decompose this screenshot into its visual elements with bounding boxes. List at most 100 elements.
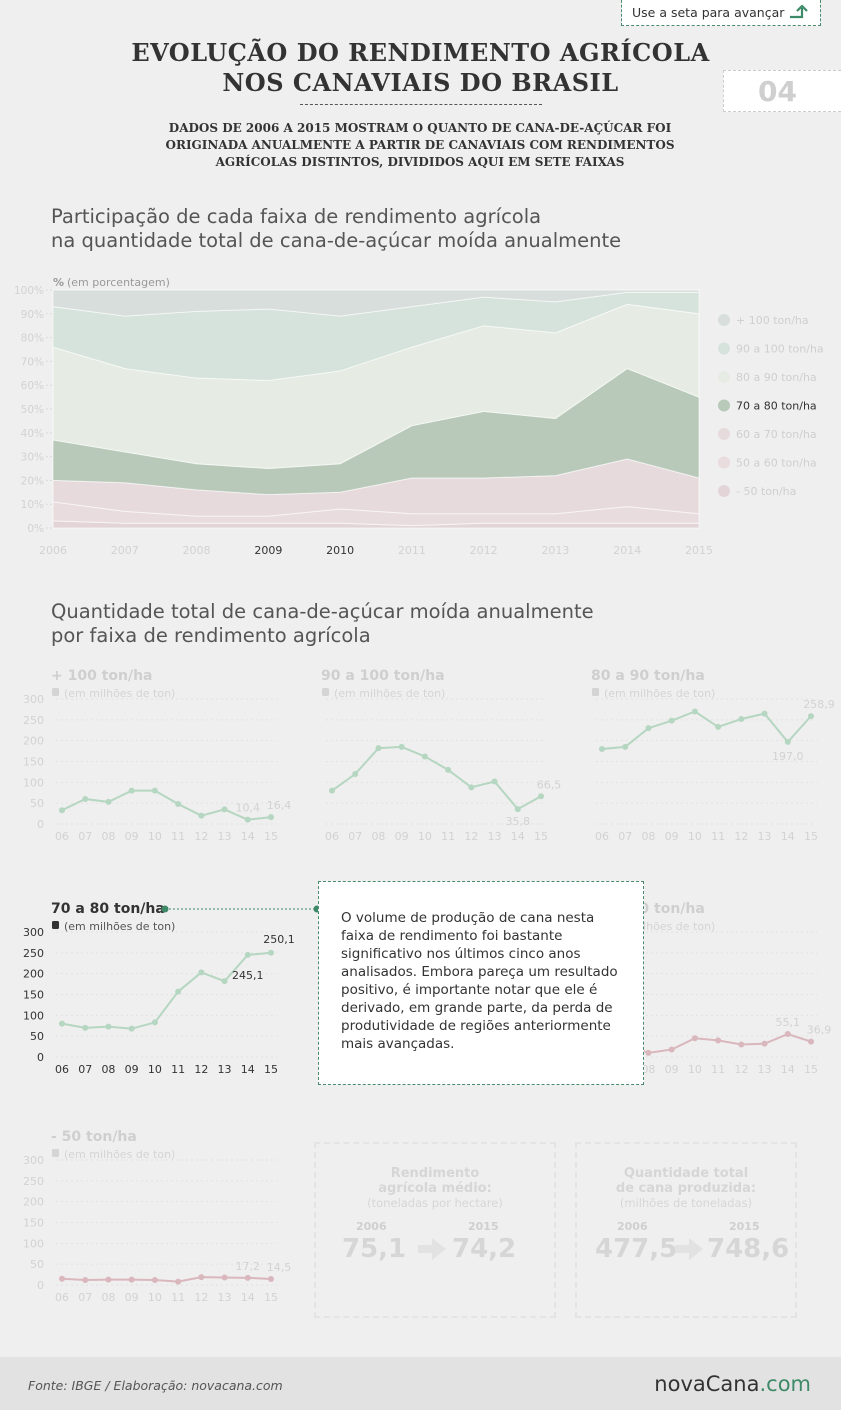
x-tick-label: 13 bbox=[218, 1063, 232, 1076]
total-value-b: 748,6 bbox=[707, 1234, 790, 1264]
data-point bbox=[445, 766, 452, 773]
data-point bbox=[82, 796, 89, 802]
nav-hint-label: Use a seta para avançar bbox=[632, 5, 785, 20]
data-line bbox=[601, 710, 812, 750]
legend-swatch bbox=[718, 399, 730, 412]
data-point bbox=[645, 1049, 652, 1056]
legend-label: 70 a 80 ton/ha bbox=[736, 400, 817, 413]
y-axis-label: (em porcentagem) bbox=[67, 276, 170, 289]
x-tick-label: 11 bbox=[711, 1063, 725, 1076]
yield-year-b: 2015 bbox=[468, 1220, 499, 1233]
source-credit: Fonte: IBGE / Elaboração: novacana.com bbox=[28, 1378, 283, 1393]
data-point bbox=[352, 771, 359, 777]
chart-title: 70 a 80 ton/ha bbox=[51, 901, 165, 917]
data-point bbox=[715, 723, 722, 730]
y-tick-label: 70% bbox=[21, 356, 44, 368]
data-point bbox=[244, 951, 251, 958]
x-tick-label: 13 bbox=[218, 830, 232, 843]
x-tick-label: 07 bbox=[78, 830, 92, 843]
x-tick-label: 06 bbox=[55, 1291, 69, 1304]
data-point bbox=[175, 801, 182, 807]
logo-main: novaCana bbox=[654, 1372, 760, 1396]
x-tick-label: 07 bbox=[78, 1063, 92, 1076]
data-point bbox=[151, 1277, 158, 1283]
line-chart-6: - 50 ton/ha (em milhões de ton) 0 50 100 150 2… bbox=[23, 1129, 291, 1304]
x-tick-label: 07 bbox=[78, 1291, 92, 1304]
page-title: EVOLUÇÃO DO RENDIMENTO AGRÍCOLA NOS CANA… bbox=[0, 38, 841, 98]
x-tick-label: 2013 bbox=[541, 544, 569, 557]
y-tick-label: 80% bbox=[21, 333, 44, 345]
weight-icon bbox=[52, 688, 59, 696]
y-tick-label: 0 bbox=[37, 818, 44, 831]
data-label: 197,0 bbox=[772, 750, 804, 763]
x-tick-label: 12 bbox=[194, 1291, 208, 1304]
data-label: 245,1 bbox=[232, 969, 264, 982]
novacana-logo[interactable]: novaCana.com bbox=[654, 1372, 811, 1396]
x-tick-label: 07 bbox=[348, 830, 362, 843]
x-tick-label: 10 bbox=[148, 1291, 162, 1304]
data-point bbox=[105, 1023, 112, 1030]
y-tick-label: 50 bbox=[30, 1258, 44, 1271]
data-label: 258,9 bbox=[803, 698, 835, 711]
x-tick-label: 08 bbox=[641, 830, 655, 843]
data-point bbox=[715, 1037, 722, 1044]
data-point bbox=[105, 798, 112, 805]
weight-icon bbox=[322, 688, 329, 696]
area-chart: % (em porcentagem) 0% 10% 20% 30% 40% 50% 60% 70%… bbox=[14, 276, 824, 557]
data-line bbox=[61, 789, 272, 821]
annotation-text: O volume de produção de cana nesta faixa… bbox=[341, 910, 618, 1052]
x-tick-label: 2011 bbox=[398, 544, 426, 557]
arrow-up-right-icon bbox=[790, 5, 808, 19]
nav-hint[interactable]: Use a seta para avançar bbox=[621, 0, 821, 26]
yield-value-b: 74,2 bbox=[452, 1234, 517, 1264]
x-tick-label: 10 bbox=[418, 830, 432, 843]
y-tick-label: 100 bbox=[23, 1237, 44, 1250]
data-point bbox=[221, 1274, 228, 1281]
x-tick-label: 10 bbox=[148, 830, 162, 843]
x-tick-label: 11 bbox=[711, 830, 725, 843]
data-point bbox=[691, 1035, 698, 1042]
data-point bbox=[808, 713, 814, 720]
x-tick-label: 09 bbox=[125, 1291, 139, 1304]
data-line bbox=[61, 1276, 272, 1283]
data-label: 16,4 bbox=[267, 799, 292, 812]
x-tick-label: 11 bbox=[171, 1291, 185, 1304]
legend-label: 50 a 60 ton/ha bbox=[736, 457, 817, 470]
legend-label: 80 a 90 ton/ha bbox=[736, 371, 817, 384]
legend-swatch bbox=[718, 485, 730, 497]
data-point bbox=[82, 1277, 89, 1283]
data-point bbox=[329, 787, 335, 794]
y-axis-label: (em milhões de ton) bbox=[334, 687, 445, 700]
yield-subtitle: (toneladas por hectare) bbox=[367, 1196, 503, 1210]
data-label: 250,1 bbox=[263, 933, 295, 946]
data-point bbox=[59, 807, 65, 814]
chart-title: 80 a 90 ton/ha bbox=[591, 668, 705, 684]
x-tick-label: 2014 bbox=[613, 544, 641, 557]
y-tick-label: 90% bbox=[21, 309, 44, 321]
y-tick-label: 300 bbox=[23, 1154, 44, 1167]
x-tick-label: 08 bbox=[371, 830, 385, 843]
y-tick-label: 0% bbox=[27, 523, 44, 535]
weight-icon bbox=[52, 921, 59, 929]
data-label: 35,8 bbox=[506, 815, 531, 828]
data-point bbox=[599, 746, 605, 752]
legend-swatch bbox=[718, 456, 730, 469]
chart-title: + 100 ton/ha bbox=[51, 668, 153, 684]
yield-year-a: 2006 bbox=[356, 1220, 387, 1233]
data-point bbox=[128, 1025, 135, 1032]
yield-title-line-2: agrícola médio: bbox=[378, 1181, 492, 1196]
data-point bbox=[645, 725, 652, 732]
chart-title: 90 a 100 ton/ha bbox=[321, 668, 445, 684]
data-point bbox=[221, 806, 228, 813]
logo-dot: .com bbox=[759, 1372, 811, 1396]
arrow-right-icon bbox=[418, 1238, 446, 1260]
total-subtitle: (milhões de toneladas) bbox=[619, 1196, 753, 1210]
page-subtitle: DADOS DE 2006 A 2015 MOSTRAM O QUANTO DE… bbox=[165, 121, 675, 169]
data-point bbox=[244, 1274, 251, 1281]
data-label: 66,5 bbox=[537, 778, 562, 791]
x-tick-label: 06 bbox=[595, 830, 609, 843]
section2-title: Quantidade total de cana-de-açúcar moída… bbox=[51, 600, 594, 648]
x-tick-label: 2009 bbox=[254, 544, 282, 557]
arrow-right-icon bbox=[675, 1238, 703, 1260]
annotation-box: O volume de produção de cana nesta faixa… bbox=[318, 881, 644, 1085]
